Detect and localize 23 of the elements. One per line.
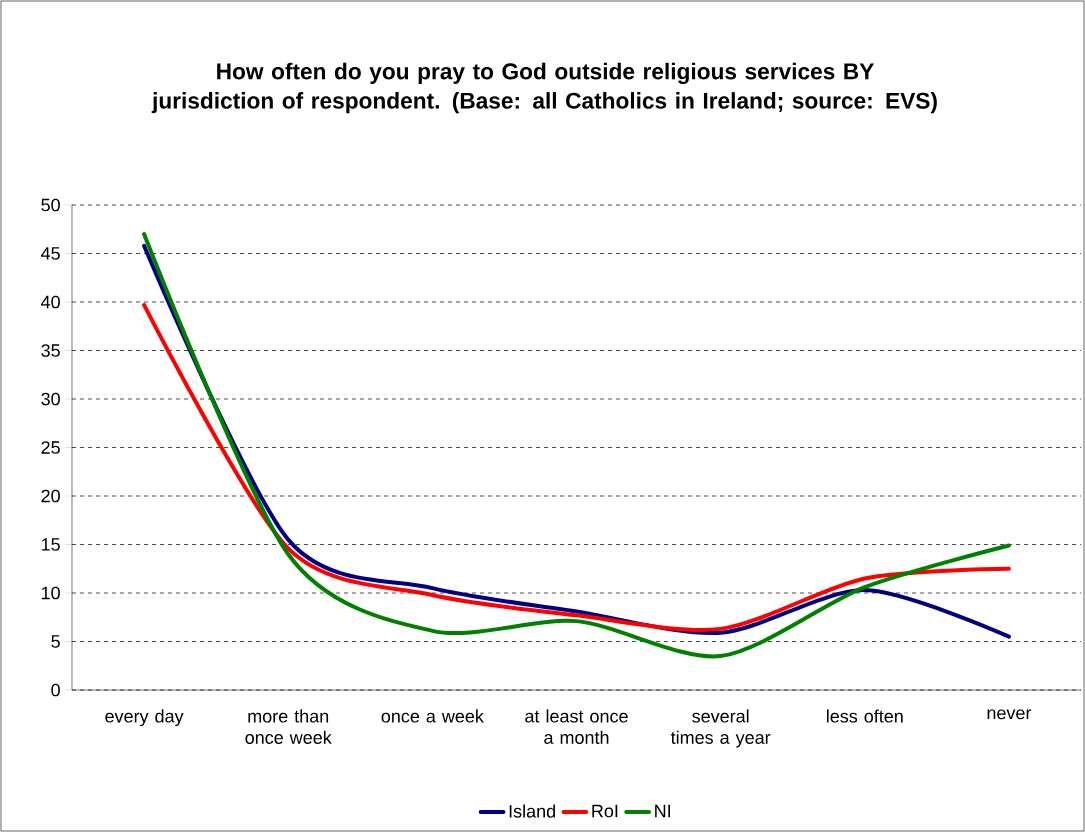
x-tick-label: less often [826, 709, 903, 723]
x-tick-label: never [987, 709, 1032, 720]
line-series [142, 302, 1011, 632]
y-tick-label: 45 [41, 247, 60, 260]
y-tick-label: 30 [41, 392, 60, 406]
y-tick-label: 20 [41, 489, 60, 503]
y-tick-label: 10 [41, 586, 60, 600]
x-tick-label: every day [105, 709, 184, 727]
x-tick-label: more than once week [245, 709, 332, 744]
legend-label: RoI [592, 804, 618, 818]
y-tick-label: 5 [51, 635, 60, 648]
x-tick-label: once a week [381, 709, 484, 723]
y-tick-label: 35 [41, 344, 60, 357]
y-tick-label: 0 [51, 683, 60, 697]
legend-label: Island [509, 804, 555, 818]
y-tick-label: 25 [41, 441, 60, 454]
y-tick-label: 40 [41, 295, 60, 309]
y-tick-label: 50 [41, 198, 60, 212]
chart-title: How often do you pray to God outside religious services BY jurisdiction of respondent. (Base: all Catholics in Ireland; source: EVS) [151, 62, 937, 114]
x-tick-label: several times a year [670, 709, 771, 748]
y-tick-label: 15 [41, 538, 60, 551]
legend-label: NI [655, 804, 671, 818]
x-tick-label: at least once a month [525, 709, 628, 744]
